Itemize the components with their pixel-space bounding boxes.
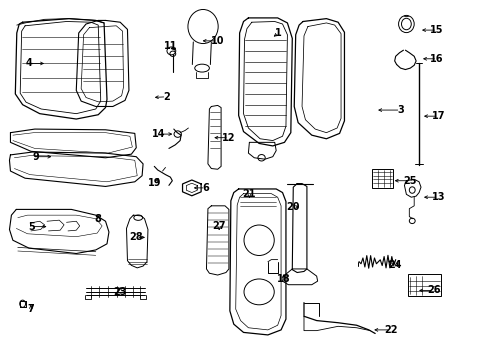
Bar	[407, 274, 440, 296]
Text: 1: 1	[275, 28, 282, 38]
Text: 15: 15	[429, 25, 443, 35]
Text: 6: 6	[202, 183, 208, 193]
Text: 14: 14	[152, 129, 165, 139]
Text: 2: 2	[163, 92, 169, 102]
Text: 27: 27	[212, 221, 225, 231]
Text: 19: 19	[147, 178, 161, 188]
Text: 11: 11	[163, 41, 177, 50]
Text: 7: 7	[27, 304, 34, 314]
Text: 4: 4	[25, 58, 32, 68]
Text: 25: 25	[403, 176, 416, 186]
Text: 18: 18	[276, 274, 290, 284]
Text: 3: 3	[396, 105, 403, 115]
Text: 28: 28	[129, 232, 143, 242]
Bar	[371, 169, 392, 188]
Text: 16: 16	[429, 54, 443, 64]
Text: 22: 22	[383, 325, 397, 335]
Text: 24: 24	[387, 260, 401, 270]
Text: 23: 23	[113, 287, 127, 297]
Text: 5: 5	[28, 222, 35, 231]
Text: 17: 17	[431, 111, 445, 121]
Text: 21: 21	[242, 189, 256, 199]
Text: 20: 20	[286, 202, 300, 212]
Text: 8: 8	[95, 215, 102, 224]
Text: 10: 10	[210, 36, 224, 46]
Text: 12: 12	[222, 133, 235, 143]
Text: 13: 13	[431, 192, 445, 202]
Text: 9: 9	[33, 152, 40, 162]
Text: 26: 26	[426, 285, 440, 296]
